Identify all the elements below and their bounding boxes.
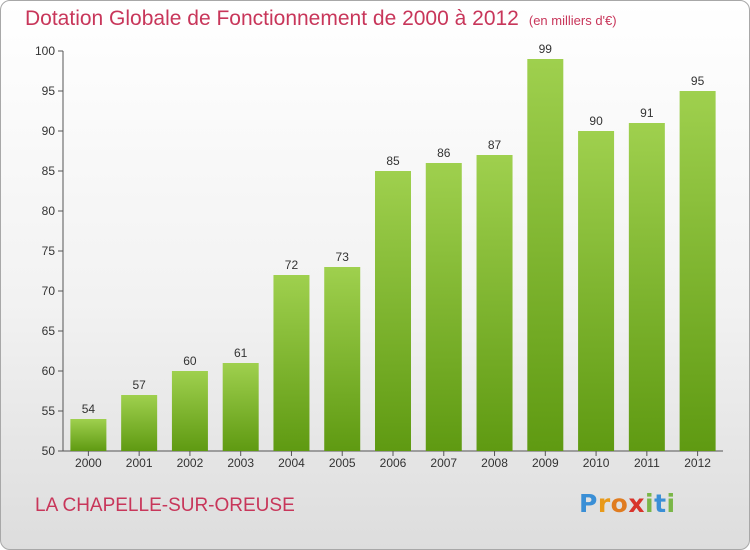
logo-letter: t xyxy=(654,489,667,518)
data-label: 86 xyxy=(437,146,451,160)
y-tick-label: 90 xyxy=(42,124,56,138)
x-tick-label: 2011 xyxy=(634,456,660,470)
data-label: 73 xyxy=(336,250,350,264)
data-label: 61 xyxy=(234,346,248,360)
y-tick-label: 100 xyxy=(35,44,55,58)
logo-letter: o xyxy=(610,489,629,518)
y-tick-label: 75 xyxy=(42,244,56,258)
bar-2006 xyxy=(375,171,411,451)
data-label: 87 xyxy=(488,138,502,152)
x-tick-label: 2001 xyxy=(126,456,153,470)
y-tick-label: 65 xyxy=(42,324,56,338)
y-tick-label: 80 xyxy=(42,204,56,218)
x-tick-label: 2006 xyxy=(380,456,407,470)
data-label: 57 xyxy=(132,378,146,392)
commune-name: LA CHAPELLE-SUR-OREUSE xyxy=(35,495,295,516)
title-text: Dotation Globale de Fonctionnement de 20… xyxy=(25,7,519,30)
logo-letter: r xyxy=(597,489,611,518)
bar-2000 xyxy=(70,419,107,451)
unit-label: (en milliers d'€) xyxy=(528,13,617,28)
x-tick-label: 2010 xyxy=(583,456,610,470)
data-label: 99 xyxy=(539,42,553,56)
bar-2007 xyxy=(425,163,462,451)
bar-2008 xyxy=(476,155,513,451)
x-tick-label: 2012 xyxy=(684,456,711,470)
y-tick-label: 55 xyxy=(42,404,56,418)
y-tick-label: 50 xyxy=(42,444,56,458)
x-tick-label: 2005 xyxy=(329,456,356,470)
data-label: 60 xyxy=(183,354,197,368)
x-axis: 2000 2001 2002 2003 2004 2005 2006 2007 2008 2009… xyxy=(63,450,723,470)
bar-2011 xyxy=(628,123,665,451)
bars xyxy=(70,59,716,451)
x-tick-label: 2008 xyxy=(481,456,508,470)
logo-letter: x xyxy=(628,489,645,518)
proxiti-logo: Proxiti xyxy=(579,489,676,518)
bar-2002 xyxy=(171,371,208,451)
data-label: 91 xyxy=(640,106,654,120)
x-tick-label: 2007 xyxy=(430,456,457,470)
x-tick-label: 2002 xyxy=(177,456,204,470)
bar-2010 xyxy=(578,131,615,451)
y-tick-label: 70 xyxy=(42,284,56,298)
data-label: 90 xyxy=(589,114,603,128)
bar-2003 xyxy=(222,363,259,451)
y-tick-label: 85 xyxy=(42,164,56,178)
bar-2004 xyxy=(273,275,310,451)
y-tick-label: 95 xyxy=(42,84,56,98)
y-tick-label: 60 xyxy=(42,364,56,378)
logo-letter: i xyxy=(645,489,655,518)
bar-2001 xyxy=(121,395,158,451)
data-label: 72 xyxy=(285,258,299,272)
x-tick-label: 2000 xyxy=(75,456,102,470)
bar-2005 xyxy=(324,267,361,451)
data-labels: 54 57 60 61 72 73 85 86 87 99 90 91 95 xyxy=(82,42,705,416)
bar-2012 xyxy=(679,91,716,451)
data-label: 54 xyxy=(82,402,96,416)
logo-letter: P xyxy=(579,489,598,518)
chart-title: Dotation Globale de Fonctionnement de 20… xyxy=(25,7,617,31)
x-tick-label: 2004 xyxy=(278,456,305,470)
data-label: 95 xyxy=(691,74,705,88)
data-label: 85 xyxy=(386,154,400,168)
x-tick-label: 2003 xyxy=(227,456,254,470)
x-tick-label: 2009 xyxy=(532,456,559,470)
bar-2009 xyxy=(527,59,564,451)
logo-letter: i xyxy=(666,489,676,518)
y-axis: 50 55 60 65 70 75 80 85 90 95 100 xyxy=(35,44,64,458)
